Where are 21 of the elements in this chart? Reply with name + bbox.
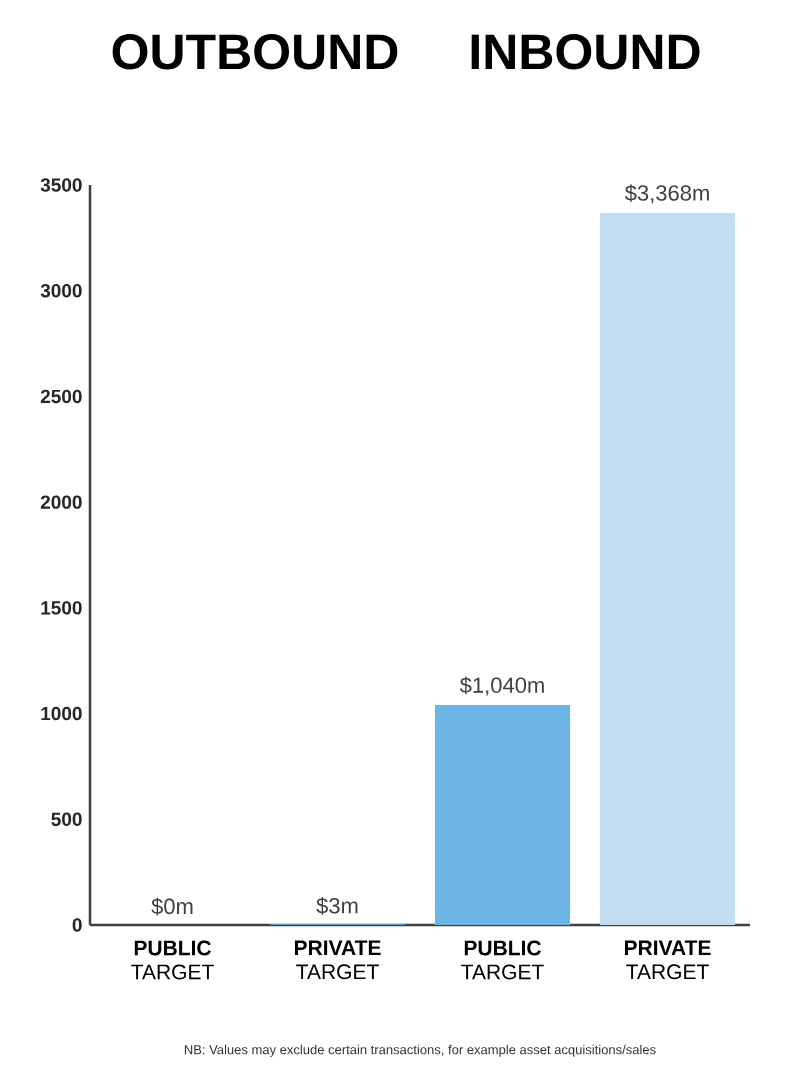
text: OUTBOUND: [112, 34, 398, 70]
y-tick-label: 3500: [40, 178, 82, 192]
y-tick-label: 1500: [41, 601, 82, 615]
text: INBOUND: [471, 34, 700, 70]
x-tick-label: PRIVATE TARGET: [624, 940, 711, 980]
text: NB: Values may exclude certain transactions, for example asset acquisitions/sales: [184, 1044, 656, 1057]
data-label: $1,040m: [459, 676, 544, 696]
data-label: $3,368m: [624, 184, 709, 204]
x-tick-label: PUBLIC TARGET: [131, 940, 214, 980]
y-tick-label: 1000: [41, 706, 82, 721]
y-tick-label: 500: [51, 812, 82, 827]
y-tick-label: 3000: [40, 283, 82, 298]
bar: [435, 705, 570, 925]
y-tick-label: 2500: [40, 389, 82, 404]
x-tick-label: PRIVATE TARGET: [294, 940, 381, 980]
x-tick-label: PUBLIC TARGET: [461, 940, 544, 980]
y-tick-label: 0: [72, 918, 82, 932]
data-label: $0m: [151, 897, 193, 916]
bar: [599, 212, 735, 925]
data-label: $3m: [316, 897, 358, 915]
y-tick-label: 2000: [40, 495, 82, 509]
